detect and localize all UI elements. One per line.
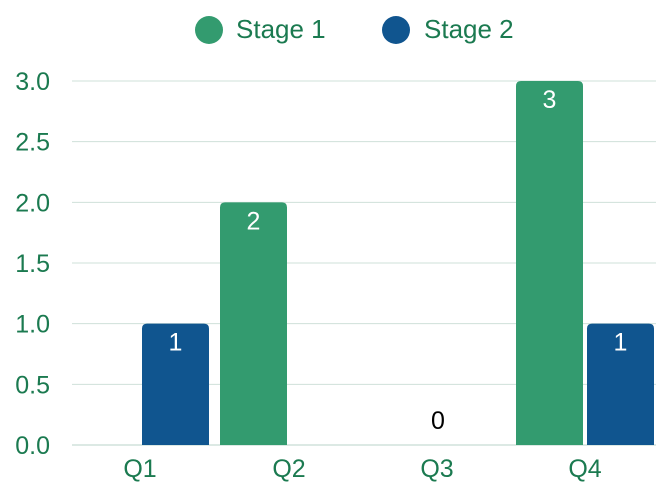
x-tick-label-q1: Q1 [123,455,156,483]
y-tick-label: 1.5 [15,250,50,278]
data-label-q2-stage-1: 2 [247,207,261,235]
bar-q1-stage-2 [142,323,209,445]
y-tick-label: 0.5 [15,371,50,399]
bar-q2-stage-1 [220,202,287,445]
bar-q4-stage-1 [516,81,583,445]
x-tick-label-q2: Q2 [272,455,305,483]
y-tick-label: 0.0 [15,432,50,460]
data-label-q4-stage-2: 1 [614,329,628,357]
x-tick-label-q4: Q4 [568,455,601,483]
data-label-q3: 0 [431,407,445,435]
bars [142,81,654,445]
y-tick-label: 3.0 [15,68,50,96]
legend-label-stage-1: Stage 1 [236,14,326,44]
y-tick-label: 1.0 [15,311,50,339]
y-tick-label: 2.0 [15,189,50,217]
legend-marker-stage-2 [382,16,410,44]
data-labels: 2 3 1 1 0 [169,86,628,435]
data-label-q4-stage-1: 3 [543,86,557,114]
legend: Stage 1 Stage 2 [195,14,514,44]
legend-marker-stage-1 [195,16,223,44]
data-label-q1-stage-2: 1 [169,329,183,357]
x-axis: Q1 Q2 Q3 Q4 [123,455,601,483]
legend-label-stage-2: Stage 2 [424,14,514,44]
bar-q4-stage-2 [587,323,654,445]
y-axis: 0.0 0.5 1.0 1.5 2.0 2.5 3.0 [15,68,50,460]
x-tick-label-q3: Q3 [420,455,453,483]
y-tick-label: 2.5 [15,129,50,157]
